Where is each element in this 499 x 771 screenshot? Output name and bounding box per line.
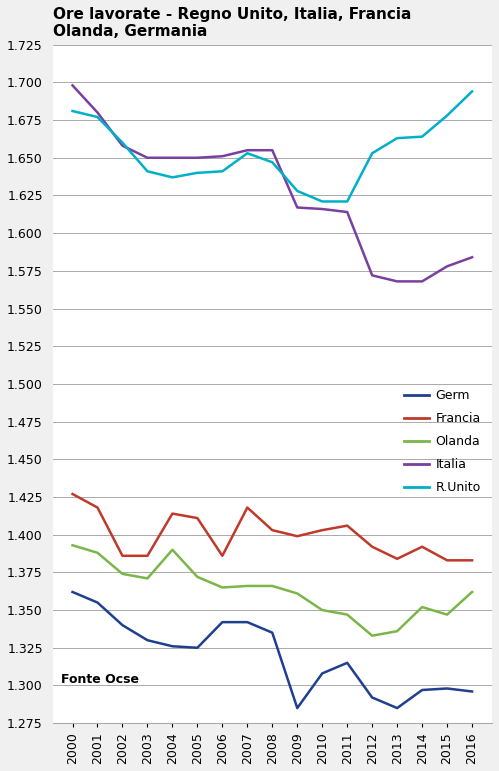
Italia: [394, 277, 400, 286]
Germania: [419, 685, 425, 695]
Germania: [119, 621, 125, 630]
Italia: [444, 261, 450, 271]
Germania: [269, 628, 275, 638]
Italia: [469, 253, 475, 262]
Italia: [119, 141, 125, 150]
Italia: [269, 146, 275, 155]
Germania: [319, 668, 325, 678]
Germania: [444, 684, 450, 693]
R.Unito: [170, 173, 176, 182]
Olanda: [119, 569, 125, 578]
R.Unito: [94, 113, 100, 122]
Francia: [444, 556, 450, 565]
R.Unito: [369, 149, 375, 158]
Olanda: [344, 610, 350, 619]
R.Unito: [419, 132, 425, 141]
Germania: [170, 641, 176, 651]
Olanda: [269, 581, 275, 591]
Olanda: [220, 583, 226, 592]
Olanda: [69, 540, 75, 550]
R.Unito: [294, 187, 300, 196]
R.Unito: [344, 197, 350, 206]
Francia: [419, 542, 425, 551]
Germania: [469, 687, 475, 696]
Francia: [294, 531, 300, 540]
Italia: [195, 153, 201, 163]
Italia: [419, 277, 425, 286]
R.Unito: [144, 167, 150, 176]
Olanda: [444, 610, 450, 619]
Italia: [144, 153, 150, 163]
Francia: [144, 551, 150, 561]
Francia: [195, 513, 201, 523]
Germania: [294, 703, 300, 712]
Olanda: [94, 548, 100, 557]
Germania: [369, 693, 375, 702]
Text: Ore lavorate - Regno Unito, Italia, Francia
Olanda, Germania: Ore lavorate - Regno Unito, Italia, Fran…: [52, 7, 411, 39]
Line: Italia: Italia: [72, 86, 472, 281]
Germania: [94, 598, 100, 607]
R.Unito: [394, 133, 400, 143]
Olanda: [195, 572, 201, 581]
Italia: [220, 152, 226, 161]
R.Unito: [195, 168, 201, 177]
Francia: [469, 556, 475, 565]
Italia: [170, 153, 176, 163]
Italia: [344, 207, 350, 217]
Germania: [195, 643, 201, 652]
Italia: [245, 146, 250, 155]
Olanda: [469, 588, 475, 597]
R.Unito: [469, 87, 475, 96]
Olanda: [245, 581, 250, 591]
R.Unito: [444, 111, 450, 120]
Italia: [294, 203, 300, 212]
Olanda: [419, 602, 425, 611]
Line: Olanda: Olanda: [72, 545, 472, 636]
R.Unito: [220, 167, 226, 176]
Francia: [269, 526, 275, 535]
R.Unito: [69, 106, 75, 116]
Germania: [220, 618, 226, 627]
Germania: [69, 588, 75, 597]
Germania: [144, 635, 150, 645]
Germania: [394, 703, 400, 712]
Olanda: [170, 545, 176, 554]
Francia: [369, 542, 375, 551]
Francia: [170, 509, 176, 518]
Line: R.Unito: R.Unito: [72, 92, 472, 201]
Italia: [94, 108, 100, 117]
Francia: [94, 503, 100, 512]
Line: Germania: Germania: [72, 592, 472, 708]
Francia: [220, 551, 226, 561]
Line: Francia: Francia: [72, 494, 472, 561]
Francia: [119, 551, 125, 561]
R.Unito: [319, 197, 325, 206]
Legend: Germ, Francia, Olanda, Italia, R.Unito: Germ, Francia, Olanda, Italia, R.Unito: [399, 384, 486, 499]
R.Unito: [269, 157, 275, 167]
Olanda: [144, 574, 150, 583]
Germania: [344, 658, 350, 668]
Francia: [69, 490, 75, 499]
R.Unito: [119, 138, 125, 147]
Italia: [69, 81, 75, 90]
Italia: [319, 204, 325, 214]
Olanda: [319, 605, 325, 614]
Olanda: [394, 627, 400, 636]
Olanda: [294, 589, 300, 598]
Francia: [245, 503, 250, 512]
R.Unito: [245, 149, 250, 158]
Francia: [319, 526, 325, 535]
Germania: [245, 618, 250, 627]
Francia: [394, 554, 400, 564]
Olanda: [369, 631, 375, 641]
Italia: [369, 271, 375, 280]
Francia: [344, 521, 350, 530]
Text: Fonte Ocse: Fonte Ocse: [61, 673, 139, 686]
